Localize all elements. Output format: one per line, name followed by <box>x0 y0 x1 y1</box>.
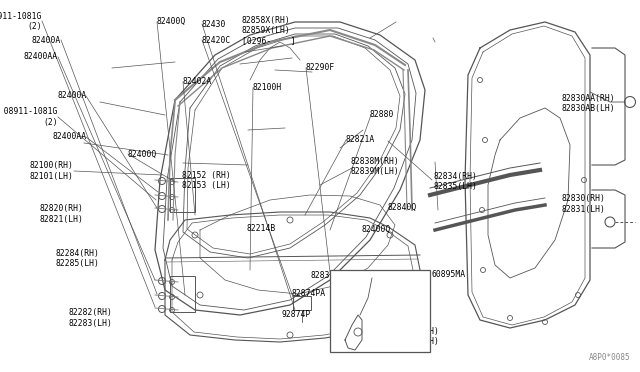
Text: 82400Q: 82400Q <box>157 17 186 26</box>
Text: 82400Q: 82400Q <box>128 150 157 159</box>
Text: 82284(RH)
82285(LH): 82284(RH) 82285(LH) <box>55 249 99 268</box>
Text: 82830A: 82830A <box>310 271 340 280</box>
FancyBboxPatch shape <box>330 270 430 352</box>
Text: 82830(RH)
82831(LH): 82830(RH) 82831(LH) <box>562 194 606 214</box>
Text: N 08911-1081G
(2): N 08911-1081G (2) <box>0 12 42 31</box>
Text: 82858X(RH)
82859X(LH)
[0296-    ]: 82858X(RH) 82859X(LH) [0296- ] <box>242 16 296 45</box>
Text: N 08911-1081G
(2): N 08911-1081G (2) <box>0 108 58 127</box>
Text: 82152 (RH)
82153 (LH): 82152 (RH) 82153 (LH) <box>182 171 231 190</box>
Text: 82838M(RH)
82839M(LH): 82838M(RH) 82839M(LH) <box>351 157 399 176</box>
Text: 82874PA: 82874PA <box>291 289 325 298</box>
Text: 82830AA(RH)
82830AB(LH): 82830AA(RH) 82830AB(LH) <box>562 94 616 113</box>
Text: 82420C: 82420C <box>202 36 231 45</box>
Text: 82290F: 82290F <box>306 63 335 72</box>
Text: 82400A: 82400A <box>57 92 86 100</box>
Text: 82100(RH)
82101(LH): 82100(RH) 82101(LH) <box>29 161 74 181</box>
Text: 82430: 82430 <box>202 20 226 29</box>
Text: 82214B: 82214B <box>246 224 276 233</box>
Text: 60895MA: 60895MA <box>432 270 466 279</box>
Text: 82400Q: 82400Q <box>362 225 391 234</box>
Text: 92874P: 92874P <box>282 310 311 319</box>
Text: 82821A: 82821A <box>346 135 375 144</box>
Text: 82400AA: 82400AA <box>52 132 86 141</box>
Text: 82400A: 82400A <box>31 36 61 45</box>
Text: 82834(RH)
82835(LH): 82834(RH) 82835(LH) <box>434 172 478 191</box>
Text: 82282(RH)
82283(LH): 82282(RH) 82283(LH) <box>68 308 112 328</box>
Text: 82100H: 82100H <box>253 83 282 92</box>
Text: 82400AA: 82400AA <box>24 52 58 61</box>
Text: 82820(RH)
82821(LH): 82820(RH) 82821(LH) <box>39 204 83 224</box>
Text: 82402A: 82402A <box>182 77 212 86</box>
Text: A8P0*0085: A8P0*0085 <box>588 353 630 362</box>
Text: 82286(RH)
82287(LH): 82286(RH) 82287(LH) <box>396 327 440 346</box>
Text: 82880: 82880 <box>370 110 394 119</box>
Text: 82840Q: 82840Q <box>387 203 417 212</box>
